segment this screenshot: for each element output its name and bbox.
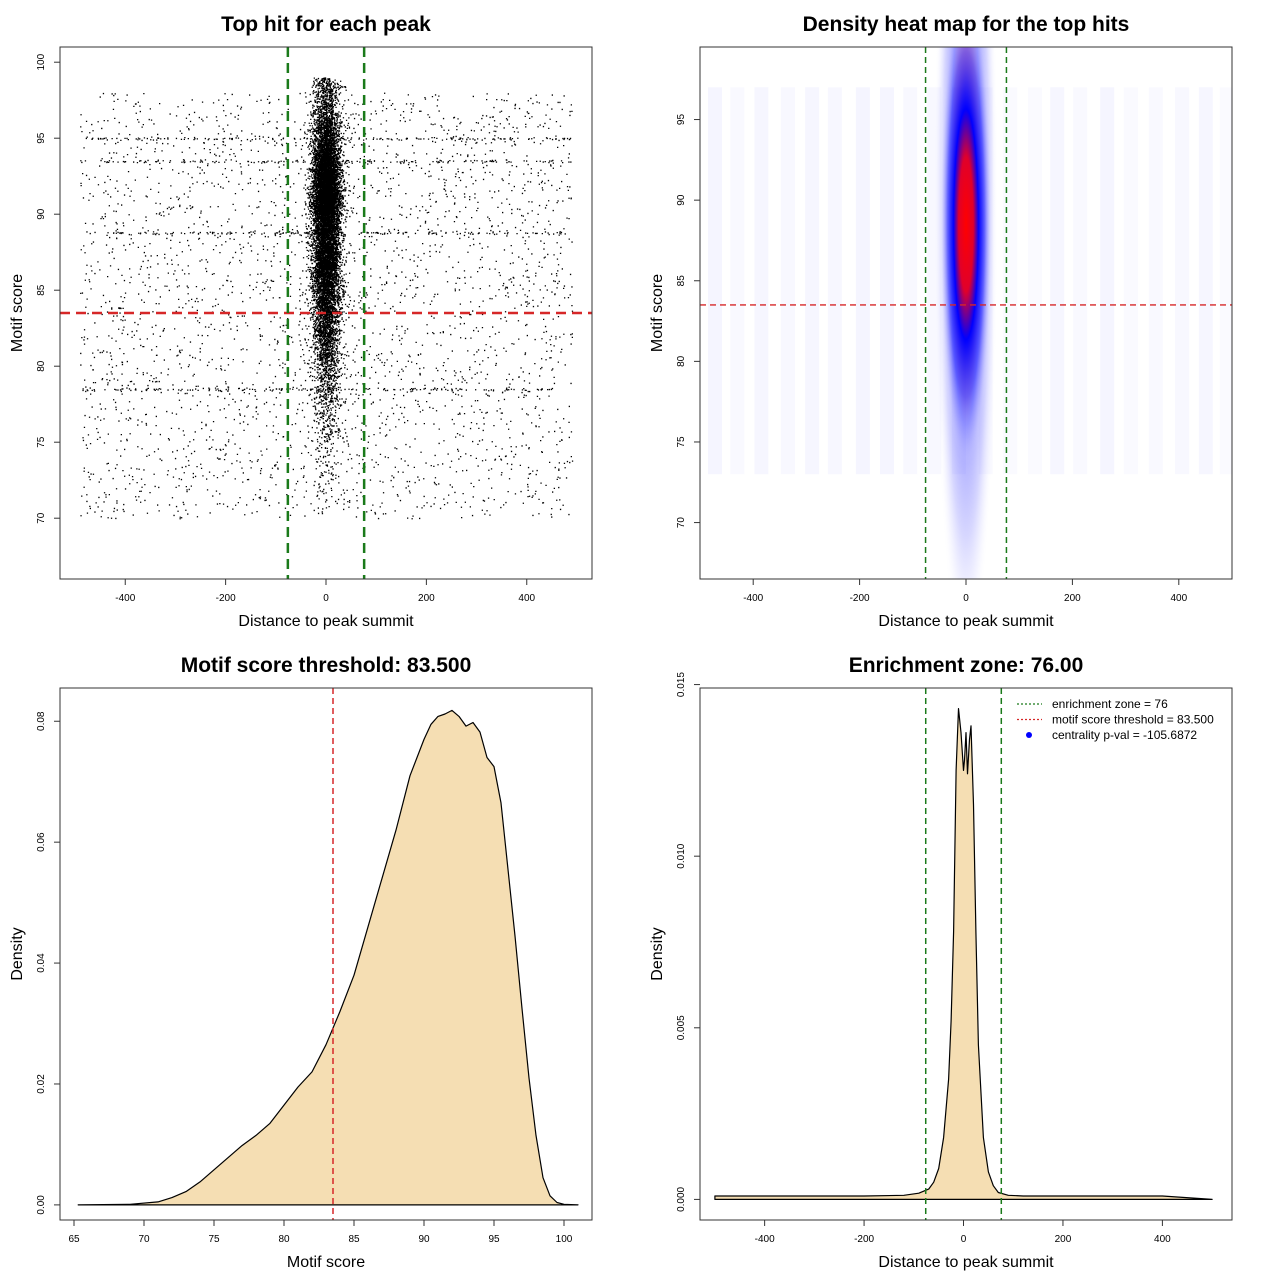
x-tick-label: 80 [278, 1234, 290, 1245]
x-tick-label: 400 [1154, 1234, 1171, 1245]
y-tick-label: 80 [676, 355, 687, 367]
x-tick-label: 100 [556, 1234, 573, 1245]
x-tick-label: 90 [418, 1234, 430, 1245]
x-tick-label: 400 [518, 593, 535, 604]
y-tick-label: 95 [36, 132, 47, 144]
x-axis-label: Distance to peak summit [238, 613, 414, 630]
chart-title: Density heat map for the top hits [803, 13, 1130, 36]
legend-dot-icon [1026, 732, 1032, 738]
heatmap-background-cell [1149, 87, 1163, 474]
y-tick-label: 100 [36, 53, 47, 70]
x-tick-label: -400 [743, 593, 763, 604]
scatter-points [80, 77, 574, 520]
x-tick-label: -400 [755, 1234, 775, 1245]
y-axis-label: Density [9, 927, 26, 980]
y-tick-label: 0.02 [36, 1074, 47, 1094]
y-tick-label: 90 [36, 208, 47, 220]
y-tick-label: 0.04 [36, 953, 47, 973]
legend: enrichment zone = 76 motif score threshol… [1017, 697, 1214, 742]
legend-entry-label: enrichment zone = 76 [1052, 697, 1168, 711]
heatmap-background-cell [708, 87, 723, 475]
y-tick-label: 75 [36, 436, 47, 448]
heatmap-background-cell [1003, 87, 1017, 474]
heatmap-background-cell [903, 87, 918, 475]
x-tick-label: 0 [961, 1234, 967, 1245]
heatmap-background-cell [879, 87, 894, 475]
y-tick-label: 0.08 [36, 711, 47, 731]
chart-panel-4: Enrichment zone: 76.00 Distance to peak s… [649, 654, 1233, 1271]
plot-area [60, 47, 592, 579]
y-tick-label: 0.005 [676, 1015, 687, 1040]
y-tick-label: 70 [676, 517, 687, 529]
x-tick-label: -200 [854, 1234, 874, 1245]
legend-entry-label: motif score threshold = 83.500 [1052, 713, 1214, 727]
heatmap-background-cell [1175, 87, 1190, 475]
x-axis-label: Distance to peak summit [878, 613, 1054, 630]
x-tick-label: 65 [68, 1234, 80, 1245]
plot-area [714, 688, 1213, 1220]
heatmap-background-cell [805, 87, 820, 475]
heatmap-background-cell [780, 87, 795, 475]
scatter-point-cloud [80, 77, 574, 520]
heatmap-background-cell [1028, 87, 1042, 474]
x-axis-label: Distance to peak summit [878, 1254, 1054, 1271]
plot-area [700, 47, 1232, 579]
x-tick-label: -200 [850, 593, 870, 604]
legend-entry-label: centrality p-val = -105.6872 [1052, 728, 1197, 742]
x-tick-label: 400 [1170, 593, 1187, 604]
plot-frame [59, 687, 593, 1221]
y-tick-label: 75 [676, 436, 687, 448]
chart-panel-1: Top hit for each peak Distance to peak su… [9, 13, 593, 630]
y-tick-label: 85 [676, 275, 687, 287]
x-tick-label: 95 [488, 1234, 500, 1245]
x-tick-label: 70 [138, 1234, 150, 1245]
y-tick-label: 90 [676, 194, 687, 206]
y-tick-label: 0.00 [36, 1195, 47, 1215]
heatmap-background-cell [855, 87, 870, 475]
x-tick-label: 200 [1064, 593, 1081, 604]
heatmap-background-cell [1124, 87, 1138, 474]
plot-frame [699, 687, 1233, 1221]
x-tick-label: 0 [323, 593, 329, 604]
heatmap-background-cell [730, 87, 744, 474]
chart-panel-3: Motif score threshold: 83.500 Motif score… [9, 654, 593, 1271]
chart-title: Enrichment zone: 76.00 [849, 654, 1084, 677]
y-tick-label: 70 [36, 512, 47, 524]
x-tick-label: 200 [418, 593, 435, 604]
chart-title: Top hit for each peak [221, 13, 431, 36]
y-axis-label: Motif score [649, 274, 666, 352]
x-tick-label: 200 [1055, 1234, 1072, 1245]
y-tick-label: 0.010 [676, 843, 687, 868]
density-area [77, 709, 579, 1206]
density-area [714, 708, 1213, 1200]
x-tick-label: -400 [115, 593, 135, 604]
y-tick-label: 80 [36, 360, 47, 372]
y-tick-label: 0.06 [36, 832, 47, 852]
heatmap-background-cell [827, 87, 842, 475]
heatmap-background-cell [1198, 87, 1213, 475]
heatmap-background-cell [1073, 87, 1087, 474]
chart-title: Motif score threshold: 83.500 [181, 654, 472, 677]
y-axis-label: Density [649, 927, 666, 980]
x-axis-label: Motif score [287, 1254, 365, 1271]
heatmap-background-cell [1100, 87, 1115, 475]
x-tick-label: 0 [963, 593, 969, 604]
plot-area [77, 688, 579, 1220]
x-tick-label: 75 [208, 1234, 220, 1245]
x-tick-label: 85 [348, 1234, 360, 1245]
heatmap-background-cell [1050, 87, 1065, 475]
y-tick-label: 95 [676, 114, 687, 126]
heatmap-background-cell [754, 87, 769, 475]
x-tick-label: -200 [216, 593, 236, 604]
heatmap-density-core [940, 47, 992, 465]
chart-panel-2: Density heat map for the top hits Distanc… [649, 13, 1233, 630]
y-tick-label: 0.000 [676, 1186, 687, 1211]
y-axis-label: Motif score [9, 274, 26, 352]
y-tick-label: 0.015 [676, 672, 687, 697]
y-tick-label: 85 [36, 284, 47, 296]
